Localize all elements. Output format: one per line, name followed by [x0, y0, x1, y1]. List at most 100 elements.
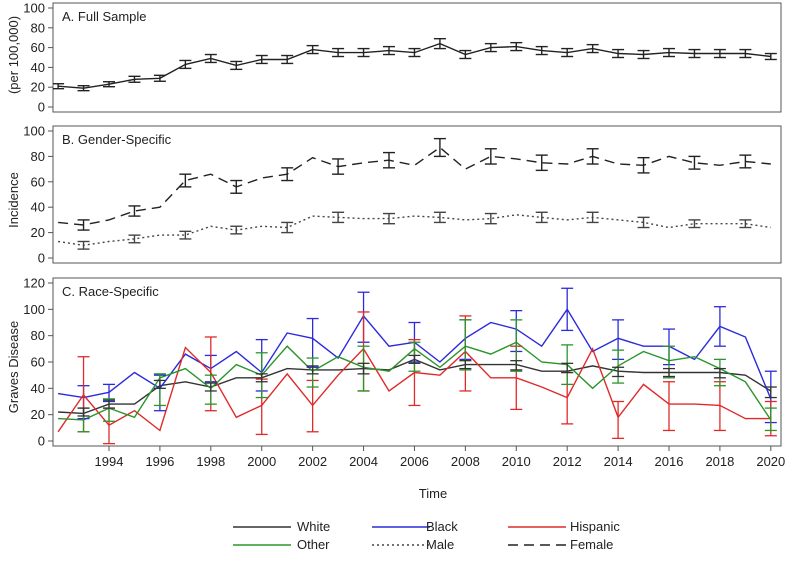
error-bar — [688, 48, 701, 59]
error-bar — [459, 49, 472, 60]
y-tick-label: 0 — [38, 100, 45, 115]
error-bar — [535, 211, 548, 224]
error-bar-white — [561, 362, 574, 374]
panel-1: 0 20 40 60 80 100 B. Gender-Specific — [23, 124, 782, 266]
x-tick-label: 2014 — [604, 454, 633, 469]
error-bar — [332, 158, 345, 175]
panel-0: 0 20 40 60 80 100 A. Full Sample — [23, 1, 782, 115]
panel-title: A. Full Sample — [62, 9, 147, 24]
y-title-graves: Graves Disease — [6, 321, 21, 413]
error-bar — [53, 83, 65, 90]
error-bar — [688, 155, 701, 170]
error-bar — [637, 49, 650, 60]
error-bar — [281, 167, 294, 182]
error-bar — [77, 219, 90, 231]
error-bar — [255, 54, 268, 65]
error-bar-white — [663, 367, 675, 378]
series-line-male — [57, 214, 771, 247]
error-bar — [510, 41, 523, 52]
y-tick-label: 100 — [23, 1, 45, 16]
y-tick-label: 60 — [31, 40, 45, 55]
panel-frame — [52, 2, 782, 113]
error-bar — [306, 44, 319, 55]
error-bar-other — [153, 373, 166, 407]
error-bar-white — [77, 407, 90, 417]
error-bar-white — [103, 399, 115, 409]
error-bar — [230, 60, 243, 71]
x-tick-label: 2008 — [451, 454, 480, 469]
error-bar-white — [204, 382, 217, 392]
error-bar — [764, 52, 777, 61]
error-bar — [663, 47, 675, 58]
error-bar — [103, 81, 115, 88]
y-tick-label: 20 — [31, 225, 45, 240]
error-bar — [179, 59, 192, 70]
error-bar-hispanic — [663, 381, 675, 432]
error-bar — [484, 42, 497, 53]
legend-item-hispanic: Hispanic — [508, 519, 620, 534]
y-tick-label: 60 — [31, 355, 45, 370]
error-bar — [383, 151, 395, 169]
error-bar — [77, 85, 90, 92]
y-tick-label: 80 — [31, 328, 45, 343]
error-bar — [408, 47, 421, 58]
error-bar — [281, 221, 294, 234]
error-bar — [561, 47, 574, 58]
error-bar — [230, 225, 243, 235]
panel-frame — [52, 125, 782, 264]
error-bar — [739, 154, 752, 169]
legend-item-white: White — [233, 519, 330, 534]
error-bar-hispanic — [612, 400, 625, 440]
error-bar-white — [255, 373, 268, 383]
error-bar-other — [764, 407, 777, 432]
x-axis-label: Time — [419, 486, 447, 501]
error-bar-white — [357, 362, 370, 375]
legend-item-female: Female — [508, 537, 613, 552]
legend-label: Black — [426, 519, 458, 534]
x-tick-label: 2020 — [756, 454, 785, 469]
legend-item-black: Black — [372, 519, 458, 534]
y-tick-label: 0 — [38, 434, 45, 449]
error-bar — [332, 47, 345, 58]
error-bar — [179, 230, 192, 240]
error-bar — [484, 148, 497, 165]
x-tick-label: 2016 — [655, 454, 684, 469]
error-bar — [357, 47, 370, 58]
error-bar — [586, 148, 599, 165]
x-tick-label: 2000 — [247, 454, 276, 469]
legend-label: Male — [426, 537, 454, 552]
error-bar-black — [713, 306, 726, 347]
x-tick-label: 2012 — [553, 454, 582, 469]
error-bar — [230, 179, 243, 194]
y-title-incidence: Incidence — [6, 172, 21, 228]
y-tick-label: 40 — [31, 200, 45, 215]
error-bar — [586, 43, 599, 54]
legend-label: White — [297, 519, 330, 534]
error-bar — [204, 53, 217, 64]
y-tick-label: 40 — [31, 381, 45, 396]
error-bar — [688, 219, 701, 229]
y-tick-label: 20 — [31, 80, 45, 95]
error-bar — [332, 211, 345, 224]
legend-label: Other — [297, 537, 330, 552]
y-tick-label: 60 — [31, 174, 45, 189]
legend-label: Female — [570, 537, 613, 552]
error-bar-white — [306, 365, 319, 375]
x-tick-label: 2018 — [705, 454, 734, 469]
error-bar — [433, 37, 446, 50]
error-bar — [128, 234, 141, 244]
error-bar-white — [713, 367, 726, 379]
error-bar — [383, 212, 395, 225]
error-bar — [153, 74, 166, 82]
error-bar — [179, 173, 192, 188]
legend-label: Hispanic — [570, 519, 620, 534]
panel-title: B. Gender-Specific — [62, 132, 172, 147]
x-tick-label: 2010 — [502, 454, 531, 469]
panel-2: 0 20 40 60 80 100 120 C. Race-Specific — [23, 276, 782, 449]
error-bar-white — [510, 360, 523, 371]
legend-item-male: Male — [372, 537, 454, 552]
error-bar — [383, 45, 395, 56]
error-bar — [484, 212, 497, 225]
error-bar — [739, 219, 752, 229]
